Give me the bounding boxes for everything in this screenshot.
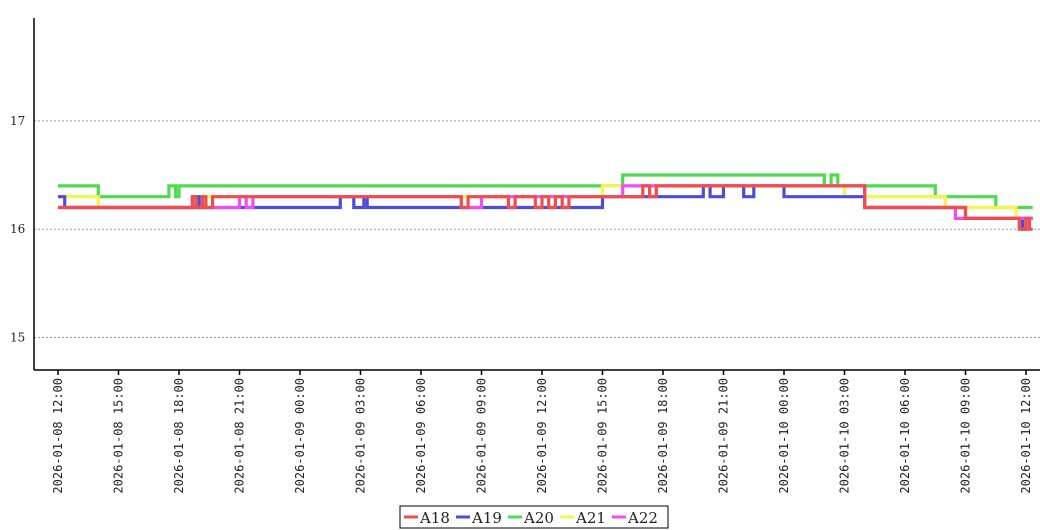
- x-tick-label: 2026-01-08 18:00: [172, 378, 186, 494]
- legend-label-a20: A20: [523, 509, 554, 527]
- x-tick-label: 2026-01-10 09:00: [959, 378, 973, 494]
- axes: [33, 18, 1040, 371]
- x-tick-label: 2026-01-08 21:00: [233, 378, 247, 494]
- x-tick-label: 2026-01-09 06:00: [414, 378, 428, 494]
- x-tick-label: 2026-01-09 03:00: [354, 378, 368, 494]
- legend-box: [399, 505, 669, 529]
- legend-label-a21: A21: [575, 509, 606, 527]
- y-tick-labels: 15 16 17: [10, 114, 25, 345]
- x-tick-labels: 2026-01-08 12:00 2026-01-08 15:00 2026-01-…: [51, 370, 1033, 494]
- series-line-a18: [58, 184, 1033, 231]
- x-tick-label: 2026-01-08 12:00: [51, 378, 65, 494]
- y-tick-label: 16: [10, 222, 25, 236]
- series-line-a22: [58, 184, 1033, 220]
- x-tick-label: 2026-01-09 21:00: [717, 378, 731, 494]
- series-line-a20: [58, 173, 1033, 210]
- grid-lines: [34, 120, 1040, 339]
- x-tick-label: 2026-01-10 03:00: [838, 378, 852, 494]
- series-lines: [58, 173, 1033, 231]
- x-tick-label: 2026-01-09 15:00: [596, 378, 610, 494]
- x-tick-label: 2026-01-08 15:00: [112, 378, 126, 494]
- x-tick-label: 2026-01-10 06:00: [898, 378, 912, 494]
- x-tick-label: 2026-01-10 12:00: [1019, 378, 1033, 494]
- x-tick-label: 2026-01-09 12:00: [535, 378, 549, 494]
- legend-label-a19: A19: [471, 509, 502, 527]
- x-tick-label: 2026-01-09 09:00: [475, 378, 489, 494]
- y-tick-label: 15: [10, 331, 25, 345]
- x-tick-label: 2026-01-10 00:00: [777, 378, 791, 494]
- legend: A18 A19 A20 A21 A22: [399, 505, 669, 529]
- series-line-a21: [58, 184, 1033, 220]
- y-tick-label: 17: [10, 114, 25, 128]
- x-tick-label: 2026-01-09 18:00: [656, 378, 670, 494]
- legend-label-a22: A22: [627, 509, 658, 527]
- x-tick-label: 2026-01-09 00:00: [293, 378, 307, 494]
- legend-label-a18: A18: [419, 509, 450, 527]
